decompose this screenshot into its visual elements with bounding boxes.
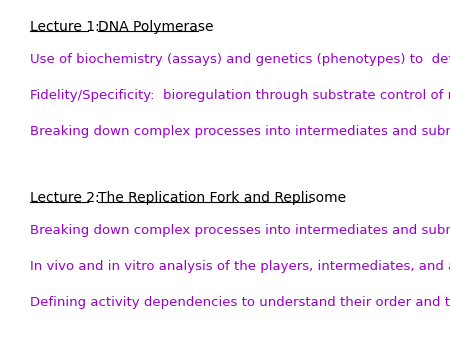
- Text: Lecture 1:: Lecture 1:: [30, 20, 100, 34]
- Text: Breaking down complex processes into intermediates and subreactions: Breaking down complex processes into int…: [30, 224, 450, 237]
- Text: Breaking down complex processes into intermediates and subreactions: Breaking down complex processes into int…: [30, 125, 450, 138]
- Text: Defining activity dependencies to understand their order and timing: Defining activity dependencies to unders…: [30, 296, 450, 309]
- Text: Use of biochemistry (assays) and genetics (phenotypes) to  define function: Use of biochemistry (assays) and genetic…: [30, 53, 450, 66]
- Text: Fidelity/Specificity:  bioregulation through substrate control of molecular choi: Fidelity/Specificity: bioregulation thro…: [30, 89, 450, 102]
- Text: Lecture 2:: Lecture 2:: [30, 191, 99, 205]
- Text: The Replication Fork and Replisome: The Replication Fork and Replisome: [98, 191, 346, 205]
- Text: In vivo and in vitro analysis of the players, intermediates, and activities: In vivo and in vitro analysis of the pla…: [30, 260, 450, 273]
- Text: DNA Polymerase: DNA Polymerase: [98, 20, 213, 34]
